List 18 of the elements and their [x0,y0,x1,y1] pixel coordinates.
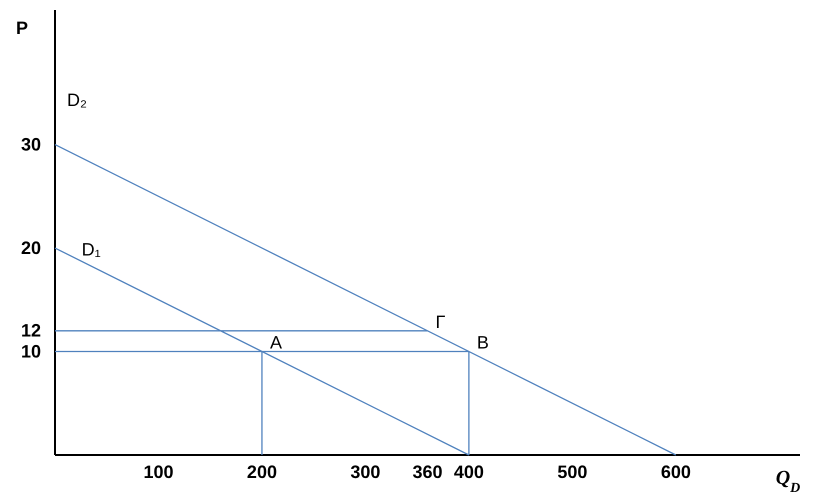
annotation: D₂ [67,90,87,110]
annotation: Γ [436,312,446,332]
y-tick-label: 20 [20,238,41,258]
x-tick-label: 300 [350,462,380,482]
y-axis-title: P [16,18,28,38]
x-axis-title: Q$_{D}$ [776,467,800,494]
x-tick-label: 400 [454,462,484,482]
x-tick-label: 360 [412,462,443,482]
y-tick-label: 12 [20,320,41,341]
annotation: A [270,332,282,353]
annotation: D₁ [82,239,101,260]
x-tick-label: 100 [143,462,174,482]
y-tick-label: 10 [20,341,41,362]
x-tick-label: 600 [660,462,691,482]
x-tick-label: 500 [557,462,588,482]
x-tick-label: 200 [246,462,277,482]
y-tick-label: 30 [20,134,41,154]
annotation: B [476,332,489,353]
